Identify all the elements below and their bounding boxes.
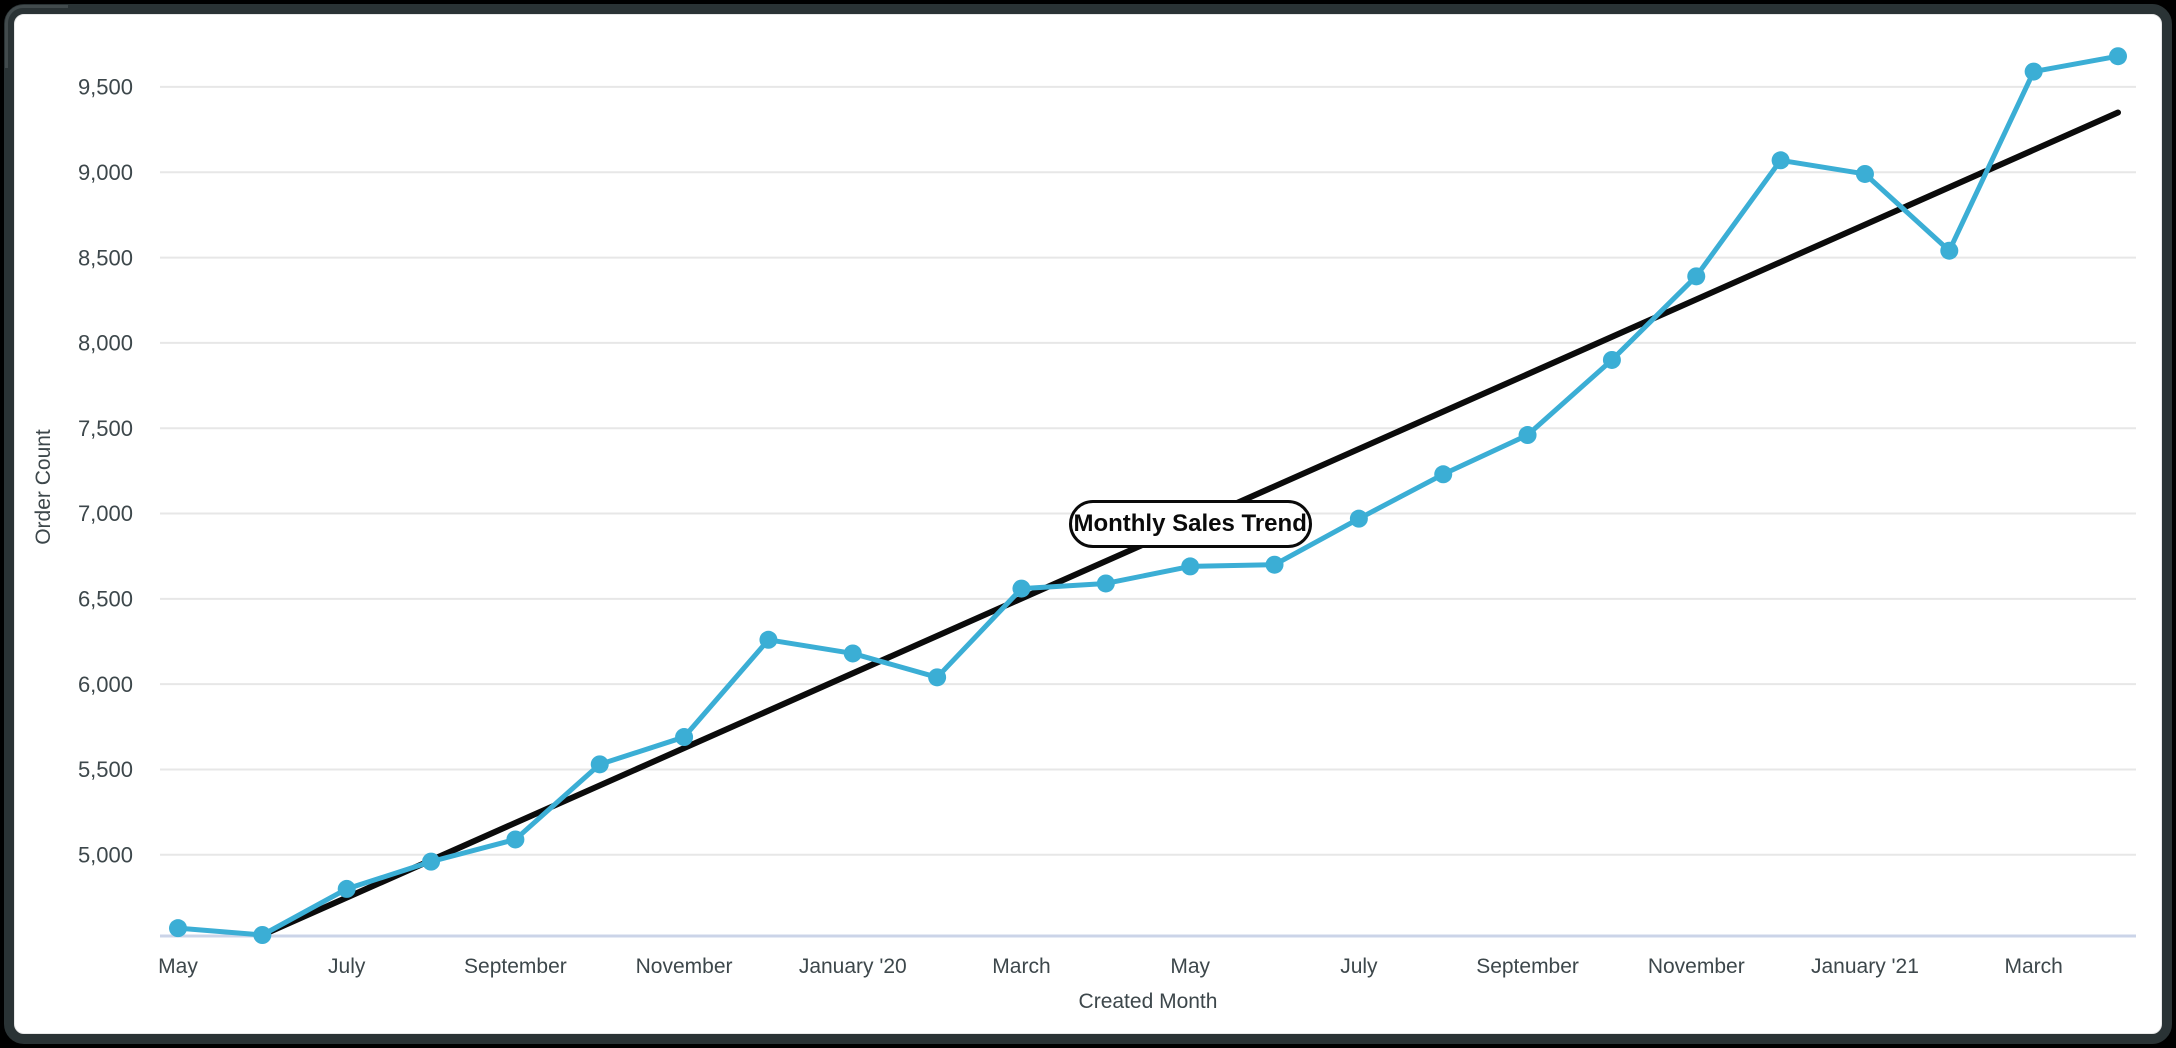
x-tick-label: May (158, 955, 198, 978)
y-tick-label: 6,500 (78, 587, 133, 612)
y-axis-title: Order Count (32, 429, 55, 545)
x-tick-label: January '21 (1811, 955, 1919, 978)
data-point[interactable] (1349, 509, 1368, 528)
x-tick-label: November (636, 955, 733, 978)
x-tick-label: September (464, 955, 567, 978)
x-axis-title: Created Month (1078, 990, 1218, 1013)
x-tick-label: March (2004, 955, 2062, 978)
data-point[interactable] (337, 879, 356, 898)
data-point[interactable] (928, 668, 947, 687)
data-point[interactable] (1181, 557, 1200, 576)
data-point[interactable] (1518, 426, 1537, 445)
y-tick-label: 8,000 (78, 331, 133, 356)
data-point[interactable] (169, 919, 187, 938)
data-point[interactable] (1434, 465, 1453, 484)
data-point[interactable] (2024, 62, 2043, 81)
data-point[interactable] (1602, 350, 1621, 369)
y-tick-label: 9,500 (78, 75, 133, 100)
data-point[interactable] (590, 755, 609, 774)
trend-annotation: Monthly Sales Trend (1068, 499, 1312, 548)
data-point[interactable] (2109, 47, 2127, 66)
x-tick-label: July (1340, 955, 1378, 978)
y-tick-label: 8,500 (78, 245, 133, 270)
data-point[interactable] (1012, 579, 1031, 598)
data-point[interactable] (1771, 151, 1790, 170)
data-point[interactable] (759, 630, 778, 649)
y-tick-label: 7,000 (78, 501, 133, 526)
y-tick-label: 9,000 (78, 160, 133, 185)
y-tick-label: 5,000 (78, 842, 133, 867)
x-tick-label: May (1170, 955, 1210, 978)
data-point[interactable] (843, 644, 862, 663)
data-point[interactable] (1096, 574, 1115, 593)
y-tick-label: 6,000 (78, 672, 133, 697)
x-tick-label: January '20 (799, 955, 907, 978)
x-tick-label: November (1648, 955, 1745, 978)
data-point[interactable] (1855, 164, 1874, 183)
x-tick-label: July (328, 955, 366, 978)
data-point[interactable] (1940, 241, 1959, 260)
x-tick-label: March (992, 955, 1050, 978)
data-point[interactable] (506, 830, 525, 849)
data-point[interactable] (1265, 555, 1284, 574)
series-line (175, 53, 2121, 938)
y-tick-label: 7,500 (78, 416, 133, 441)
data-point[interactable] (253, 926, 272, 944)
x-tick-label: September (1476, 955, 1579, 978)
data-point[interactable] (675, 728, 694, 747)
data-point[interactable] (422, 852, 441, 871)
y-tick-label: 5,500 (78, 757, 133, 782)
data-point[interactable] (1687, 267, 1706, 286)
